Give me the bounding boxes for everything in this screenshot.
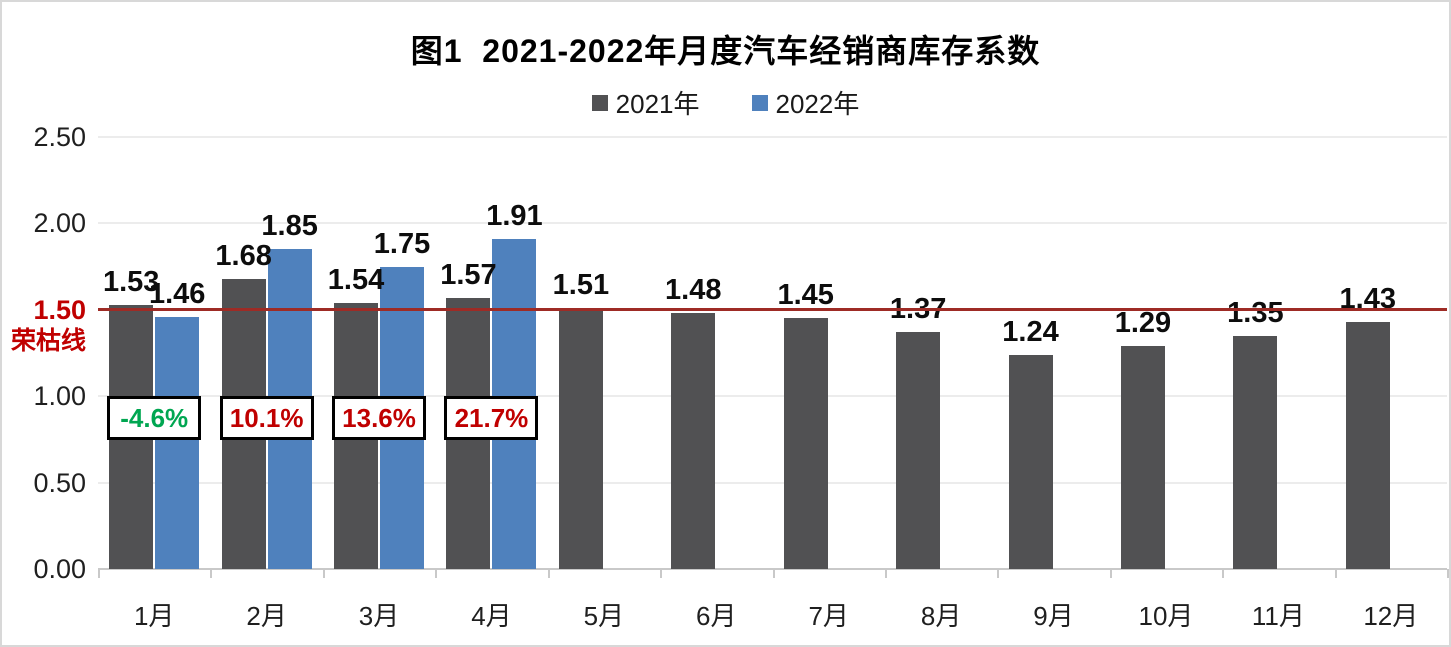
boom-bust-line bbox=[98, 308, 1447, 312]
y-tick-label: 0.50 bbox=[33, 467, 86, 498]
x-axis-tick bbox=[210, 569, 213, 578]
boom-bust-line-label: 1.50 荣枯线 bbox=[2, 294, 88, 356]
boom-bust-sublabel: 荣枯线 bbox=[10, 326, 86, 355]
y-tick-label: 2.50 bbox=[33, 122, 86, 152]
x-axis-label: 8月 bbox=[920, 601, 962, 631]
value-label: 1.24 bbox=[1002, 315, 1059, 348]
chart-title: 图1 2021-2022年月度汽车经销商库存系数 bbox=[410, 33, 1041, 69]
yoy-change-box: 21.7% bbox=[444, 396, 539, 440]
x-axis-tick bbox=[547, 569, 550, 578]
x-axis-label: 3月 bbox=[358, 601, 400, 631]
value-label: 1.91 bbox=[486, 199, 543, 232]
x-axis-tick bbox=[660, 569, 663, 578]
bar-2021年-9月 bbox=[1008, 354, 1053, 569]
gridline bbox=[98, 222, 1447, 225]
value-label: 1.68 bbox=[215, 239, 272, 272]
legend-item-2021年: 2021年 bbox=[591, 84, 700, 121]
legend-swatch-icon bbox=[751, 94, 768, 111]
x-axis-tick bbox=[1447, 569, 1449, 578]
x-axis-tick bbox=[435, 569, 438, 578]
bar-2021年-8月 bbox=[896, 332, 941, 569]
y-tick-label: 1.00 bbox=[33, 381, 86, 412]
x-axis-label: 2月 bbox=[246, 601, 287, 631]
gridline bbox=[98, 395, 1447, 398]
value-label: 1.46 bbox=[148, 277, 206, 310]
x-axis-label: 9月 bbox=[1033, 601, 1074, 631]
x-axis-tick bbox=[884, 569, 887, 578]
bar-2021年-6月 bbox=[671, 313, 716, 569]
bar-2021年-7月 bbox=[783, 318, 828, 569]
bar-2021年-10月 bbox=[1120, 346, 1165, 569]
legend-item-2022年: 2022年 bbox=[751, 84, 860, 121]
x-axis-tick bbox=[322, 569, 325, 578]
x-axis-tick bbox=[1334, 569, 1337, 578]
yoy-change-box: 13.6% bbox=[332, 396, 427, 440]
x-axis-tick bbox=[1222, 569, 1225, 578]
legend: 2021年 2022年 bbox=[2, 84, 1449, 121]
y-tick-label: 1.50 bbox=[33, 294, 86, 325]
value-label: 1.57 bbox=[440, 258, 497, 291]
x-axis-label: 11月 bbox=[1251, 601, 1305, 631]
legend-label: 2021年 bbox=[615, 89, 700, 119]
bar-2021年-11月 bbox=[1233, 335, 1278, 569]
x-axis-label: 5月 bbox=[583, 601, 625, 631]
yoy-change-box: -4.6% bbox=[107, 396, 202, 440]
value-label: 1.29 bbox=[1114, 307, 1172, 340]
x-axis-label: 1月 bbox=[133, 601, 175, 631]
bar-2022年-1月 bbox=[155, 316, 200, 569]
value-label: 1.51 bbox=[552, 269, 610, 302]
x-axis-tick bbox=[997, 569, 1000, 578]
yoy-change-box: 10.1% bbox=[219, 396, 314, 440]
value-label: 1.75 bbox=[373, 227, 431, 260]
value-label: 1.35 bbox=[1227, 296, 1284, 329]
legend-swatch-icon bbox=[591, 94, 608, 111]
x-axis-label: 7月 bbox=[808, 601, 849, 631]
value-label: 1.85 bbox=[261, 210, 318, 243]
value-label: 1.53 bbox=[102, 265, 160, 298]
gridline bbox=[98, 136, 1447, 138]
legend-label: 2022年 bbox=[775, 89, 860, 119]
x-axis-label: 6月 bbox=[696, 601, 737, 631]
x-axis-tick bbox=[98, 569, 100, 578]
x-axis-label: 12月 bbox=[1363, 601, 1419, 631]
x-axis-label: 4月 bbox=[471, 601, 512, 631]
y-tick-label: 0.00 bbox=[33, 554, 86, 584]
bar-2021年-5月 bbox=[558, 308, 603, 569]
x-axis-label: 10月 bbox=[1138, 601, 1194, 631]
y-tick-label: 2.00 bbox=[33, 208, 86, 239]
value-label: 1.54 bbox=[327, 263, 385, 296]
value-label: 1.45 bbox=[777, 279, 834, 312]
plot-area: 1.53 1.68 1.54 1.57 1.51 1.48 1.45 1.37 1.24 1.29… bbox=[98, 136, 1449, 631]
gridline bbox=[98, 481, 1447, 484]
x-axis-tick bbox=[1109, 569, 1112, 578]
x-axis-tick bbox=[772, 569, 775, 578]
value-label: 1.48 bbox=[665, 274, 722, 307]
bar-2021年-12月 bbox=[1345, 321, 1390, 569]
